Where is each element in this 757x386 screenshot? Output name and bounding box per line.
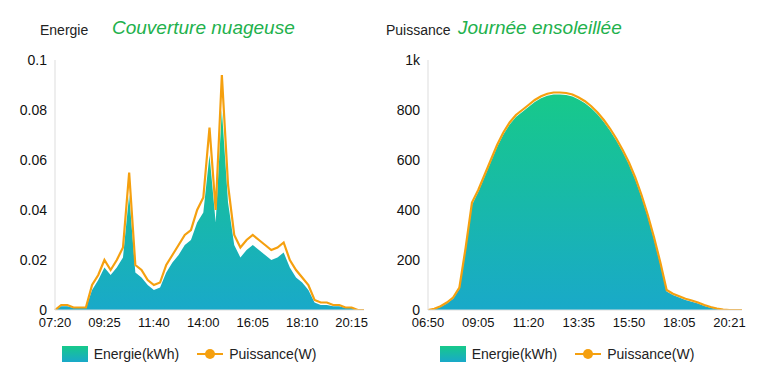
svg-text:200: 200 xyxy=(397,252,421,268)
svg-text:1k: 1k xyxy=(405,52,421,68)
svg-text:400: 400 xyxy=(397,202,421,218)
svg-text:06:50: 06:50 xyxy=(411,315,445,331)
svg-text:0.1: 0.1 xyxy=(28,52,48,68)
svg-text:20:15: 20:15 xyxy=(335,315,368,330)
html-text:Couverture nuageuse: Couverture nuageuse xyxy=(112,17,295,38)
svg-text:0.02: 0.02 xyxy=(20,252,47,268)
svg-text:18:10: 18:10 xyxy=(286,315,319,330)
svg-text:800: 800 xyxy=(397,102,421,118)
svg-text:18:05: 18:05 xyxy=(663,315,696,330)
svg-text:0: 0 xyxy=(39,302,47,318)
html-text:Puissance(W): Puissance(W) xyxy=(607,346,695,362)
svg-text:07:20: 07:20 xyxy=(38,315,72,331)
html-text:Puissance Journée ensoleillée: Puissance Journée ensoleillée xyxy=(386,17,622,38)
svg-text:20:21: 20:21 xyxy=(713,315,746,330)
svg-text:09:25: 09:25 xyxy=(88,315,121,330)
svg-text:11:20: 11:20 xyxy=(513,315,545,330)
svg-text:14:00: 14:00 xyxy=(187,315,220,330)
svg-text:16:05: 16:05 xyxy=(236,315,269,330)
svg-text:11:40: 11:40 xyxy=(138,315,170,330)
svg-text:0.06: 0.06 xyxy=(20,152,47,168)
html-text:Energie: Energie xyxy=(40,22,89,38)
html-text:Energie(kWh): Energie(kWh) xyxy=(471,346,558,362)
svg-text:0.04: 0.04 xyxy=(20,202,47,218)
svg-text:15:50: 15:50 xyxy=(613,315,646,330)
svg-text:0.08: 0.08 xyxy=(20,102,47,118)
html-text:Energie(kWh): Energie(kWh) xyxy=(93,346,180,362)
html-text:Puissance(W): Puissance(W) xyxy=(229,346,317,362)
svg-text:0: 0 xyxy=(412,302,420,318)
svg-text:09:05: 09:05 xyxy=(462,315,495,330)
svg-text:13:35: 13:35 xyxy=(562,315,595,330)
svg-text:600: 600 xyxy=(397,152,421,168)
